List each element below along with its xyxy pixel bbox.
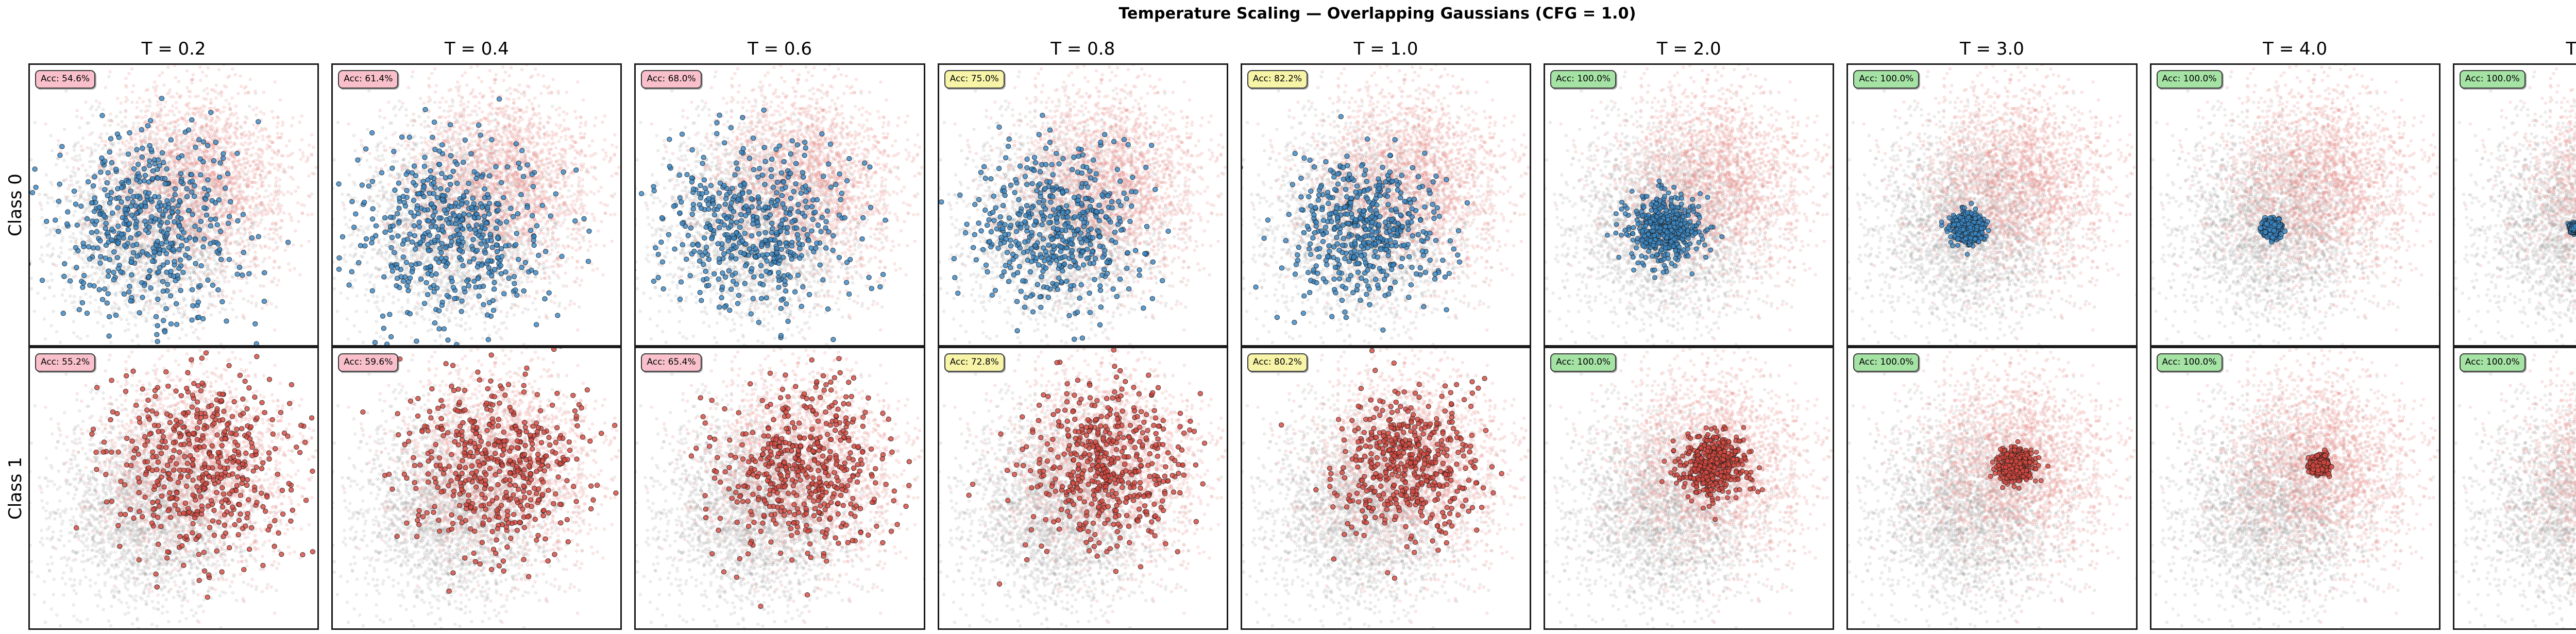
- scatter-canvas: [1242, 348, 1530, 628]
- accuracy-badge: Acc: 54.6%: [35, 70, 95, 89]
- accuracy-badge: Acc: 100.0%: [2460, 353, 2526, 372]
- row-label-class-1: Class 1: [0, 347, 31, 630]
- accuracy-badge: Acc: 65.4%: [641, 353, 701, 372]
- column-header-label: T = 0.6: [748, 39, 812, 59]
- column-header-label: T = 1.0: [1354, 39, 1418, 59]
- accuracy-badge: Acc: 59.6%: [338, 353, 398, 372]
- column-header-t-0-2: T = 0.2: [28, 39, 319, 63]
- scatter-panel-class-0-t-5[interactable]: Acc: 100.0%: [2453, 63, 2576, 347]
- scatter-canvas: [939, 65, 1227, 345]
- accuracy-badge: Acc: 100.0%: [2157, 70, 2223, 89]
- scatter-panel-class-1-t-5[interactable]: Acc: 100.0%: [2453, 347, 2576, 630]
- column-header-t-2: T = 2.0: [1544, 39, 1834, 63]
- scatter-canvas: [636, 348, 923, 628]
- scatter-canvas: [636, 65, 923, 345]
- row-label-class-0: Class 0: [0, 63, 31, 347]
- column-header-label: T = 2.0: [1657, 39, 1721, 59]
- scatter-panel-class-0-t-0-4[interactable]: Acc: 61.4%: [331, 63, 622, 347]
- accuracy-badge: Acc: 100.0%: [1853, 70, 1919, 89]
- scatter-panel-class-0-t-0-6[interactable]: Acc: 68.0%: [634, 63, 925, 347]
- column-header-label: T = 5.0: [2566, 39, 2576, 59]
- reference-cloud-class-0: [2454, 357, 2576, 628]
- scatter-canvas: [30, 65, 317, 345]
- column-header-t-5: T = 5.0: [2453, 39, 2576, 63]
- accuracy-badge: Acc: 100.0%: [2460, 70, 2526, 89]
- row-label-class-1-text: Class 1: [5, 457, 26, 520]
- scatter-canvas: [333, 65, 620, 345]
- scatter-canvas: [30, 348, 317, 628]
- scatter-canvas: [1545, 65, 1833, 345]
- accuracy-badge: Acc: 75.0%: [944, 70, 1005, 89]
- scatter-canvas: [1848, 65, 2136, 345]
- column-header-t-0-8: T = 0.8: [938, 39, 1228, 63]
- scatter-canvas: [1545, 348, 1833, 628]
- column-header-label: T = 3.0: [1960, 39, 2024, 59]
- column-header-label: T = 0.4: [445, 39, 509, 59]
- figure-title: Temperature Scaling — Overlapping Gaussi…: [0, 4, 2576, 24]
- scatter-panel-class-0-t-2[interactable]: Acc: 100.0%: [1544, 63, 1834, 347]
- scatter-canvas: [2454, 65, 2576, 345]
- scatter-panel-class-1-t-1[interactable]: Acc: 80.2%: [1241, 347, 1531, 630]
- accuracy-badge: Acc: 100.0%: [1853, 353, 1919, 372]
- accuracy-badge: Acc: 100.0%: [1550, 70, 1616, 89]
- scatter-panel-class-1-t-0-4[interactable]: Acc: 59.6%: [331, 347, 622, 630]
- scatter-canvas: [939, 348, 1227, 628]
- panel-grid: T = 0.2 T = 0.4 T = 0.6 T = 0.8 T = 1.0 T = 2…: [28, 39, 2576, 630]
- scatter-canvas: [2454, 348, 2576, 628]
- row-label-class-0-text: Class 0: [5, 174, 26, 236]
- accuracy-badge: Acc: 61.4%: [338, 70, 398, 89]
- scatter-panel-class-1-t-2[interactable]: Acc: 100.0%: [1544, 347, 1834, 630]
- column-header-t-4: T = 4.0: [2150, 39, 2441, 63]
- scatter-canvas: [1242, 65, 1530, 345]
- column-header-t-0-4: T = 0.4: [331, 39, 622, 63]
- scatter-panel-class-0-t-0-8[interactable]: Acc: 75.0%: [938, 63, 1228, 347]
- scatter-panel-class-1-t-0-6[interactable]: Acc: 65.4%: [634, 347, 925, 630]
- accuracy-badge: Acc: 82.2%: [1247, 70, 1308, 89]
- column-header-label: T = 0.2: [142, 39, 206, 59]
- column-header-t-1: T = 1.0: [1241, 39, 1531, 63]
- scatter-canvas: [2151, 65, 2439, 345]
- scatter-panel-class-1-t-4[interactable]: Acc: 100.0%: [2150, 347, 2441, 630]
- scatter-panel-class-1-t-0-2[interactable]: Acc: 55.2%: [28, 347, 319, 630]
- scatter-canvas: [2151, 348, 2439, 628]
- column-header-label: T = 4.0: [2263, 39, 2327, 59]
- reference-cloud-class-0: [2454, 74, 2576, 345]
- column-header-t-3: T = 3.0: [1846, 39, 2137, 63]
- accuracy-badge: Acc: 68.0%: [641, 70, 701, 89]
- column-header-t-0-6: T = 0.6: [634, 39, 925, 63]
- scatter-canvas: [333, 348, 620, 628]
- scatter-canvas: [1848, 348, 2136, 628]
- scatter-panel-class-0-t-4[interactable]: Acc: 100.0%: [2150, 63, 2441, 347]
- column-header-label: T = 0.8: [1050, 39, 1115, 59]
- scatter-panel-class-0-t-1[interactable]: Acc: 82.2%: [1241, 63, 1531, 347]
- accuracy-badge: Acc: 55.2%: [35, 353, 95, 372]
- accuracy-badge: Acc: 100.0%: [1550, 353, 1616, 372]
- scatter-panel-class-1-t-0-8[interactable]: Acc: 72.8%: [938, 347, 1228, 630]
- scatter-panel-class-1-t-3[interactable]: Acc: 100.0%: [1846, 347, 2137, 630]
- accuracy-badge: Acc: 72.8%: [944, 353, 1005, 372]
- scatter-panel-class-0-t-0-2[interactable]: Acc: 54.6%: [28, 63, 319, 347]
- accuracy-badge: Acc: 80.2%: [1247, 353, 1308, 372]
- accuracy-badge: Acc: 100.0%: [2157, 353, 2223, 372]
- scatter-panel-class-0-t-3[interactable]: Acc: 100.0%: [1846, 63, 2137, 347]
